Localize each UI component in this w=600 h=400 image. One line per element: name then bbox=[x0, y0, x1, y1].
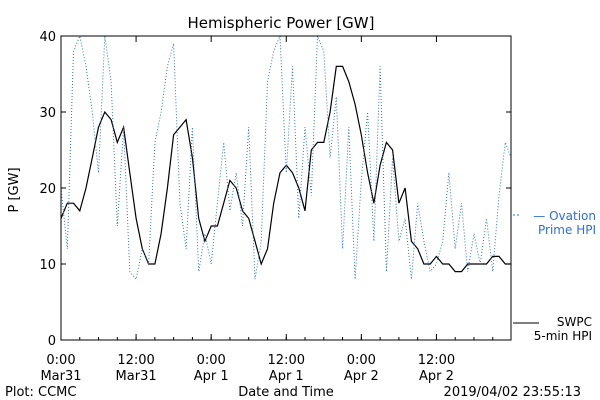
x-tick-label-time: 12:00 bbox=[418, 353, 455, 368]
x-tick-label-date: Apr 1 bbox=[194, 369, 229, 384]
footer-timestamp: 2019/04/02 23:55:13 bbox=[444, 385, 581, 400]
x-tick-label-date: Apr 2 bbox=[419, 369, 454, 384]
series-line-ovation-prime bbox=[60, 34, 512, 281]
y-tick-label: 40 bbox=[39, 30, 56, 45]
legend-swpc-label: 5-min HPI bbox=[534, 329, 592, 343]
y-axis-label: P [GW] bbox=[7, 167, 22, 212]
plot-frame bbox=[60, 35, 512, 341]
legend-swpc-label: SWPC bbox=[557, 315, 592, 329]
chart-title: Hemispheric Power [GW] bbox=[188, 14, 375, 32]
legend-ovation-label: — Ovation bbox=[533, 209, 596, 223]
x-tick-label-time: 0:00 bbox=[197, 353, 226, 368]
x-axis-label: Date and Time bbox=[238, 385, 334, 400]
plot-area bbox=[60, 34, 512, 281]
x-tick-label-time: 0:00 bbox=[347, 353, 376, 368]
y-axis-ticks: 0 10 20 30 40 bbox=[39, 30, 511, 349]
y-tick-label: 10 bbox=[39, 258, 56, 273]
x-tick-label-time: 12:00 bbox=[268, 353, 305, 368]
x-tick-label-time: 12:00 bbox=[117, 353, 154, 368]
footer-plot-credit: Plot: CCMC bbox=[5, 385, 76, 400]
x-tick-label-date: Apr 1 bbox=[269, 369, 304, 384]
legend-ovation-label: Prime HPI bbox=[538, 223, 596, 237]
x-tick-label-date: Mar31 bbox=[40, 369, 81, 384]
x-tick-label-time: 0:00 bbox=[46, 353, 75, 368]
x-tick-label-date: Mar31 bbox=[116, 369, 157, 384]
x-tick-label-date: Apr 2 bbox=[344, 369, 379, 384]
series-group bbox=[60, 34, 512, 281]
y-tick-label: 0 bbox=[48, 334, 56, 349]
y-tick-label: 20 bbox=[39, 182, 56, 197]
y-tick-label: 30 bbox=[39, 106, 56, 121]
